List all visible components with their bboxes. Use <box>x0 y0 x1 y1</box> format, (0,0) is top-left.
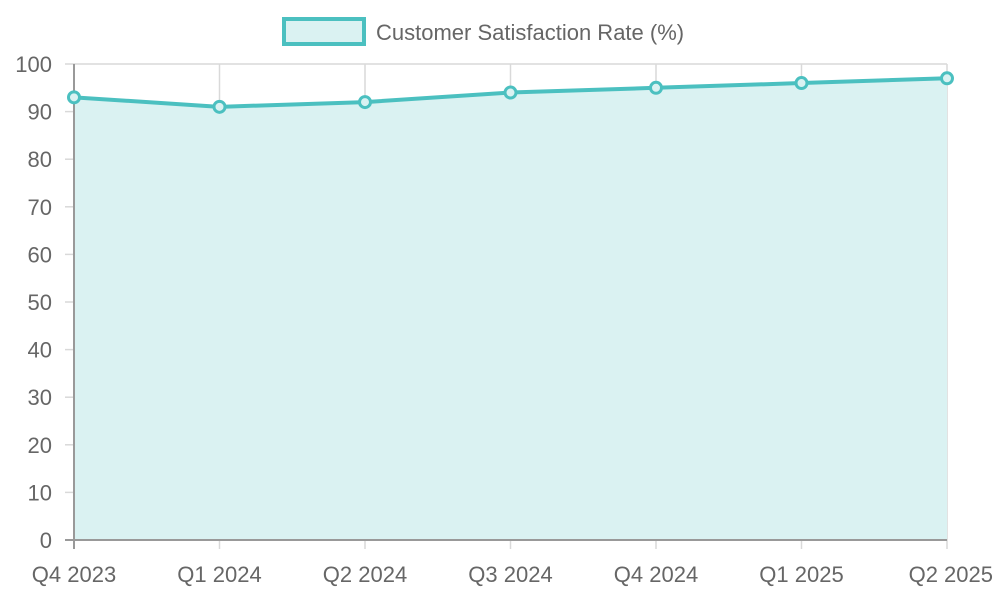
legend-label: Customer Satisfaction Rate (%) <box>376 20 684 45</box>
y-tick-label: 0 <box>40 528 52 553</box>
x-tick-label: Q1 2024 <box>177 562 261 587</box>
legend-swatch <box>282 17 366 46</box>
area-layer <box>74 78 947 540</box>
y-tick-label: 100 <box>15 52 52 77</box>
data-point[interactable] <box>503 85 518 100</box>
data-points <box>67 71 954 114</box>
x-tick-label: Q2 2025 <box>909 562 993 587</box>
y-tick-label: 10 <box>28 480 52 505</box>
data-point[interactable] <box>67 90 81 105</box>
legend[interactable]: Customer Satisfaction Rate (%) <box>282 17 684 46</box>
x-axis-ticks: Q4 2023 Q1 2024 Q2 2024 Q3 2024 Q4 2024 Q1 20… <box>32 562 993 587</box>
x-tick-label: Q2 2024 <box>323 562 407 587</box>
y-tick-label: 80 <box>28 147 52 172</box>
x-tick-label: Q4 2024 <box>614 562 698 587</box>
axes <box>65 64 947 549</box>
data-point[interactable] <box>358 95 372 110</box>
y-tick-label: 60 <box>28 242 52 267</box>
y-tick-label: 40 <box>28 338 52 363</box>
y-axis-ticks: 0 10 20 30 40 50 60 70 80 90 100 <box>15 52 52 553</box>
series-area-fill <box>74 78 947 540</box>
data-point[interactable] <box>940 71 954 86</box>
y-tick-label: 30 <box>28 385 52 410</box>
x-tick-label: Q4 2023 <box>32 562 116 587</box>
data-point[interactable] <box>649 80 663 95</box>
data-point[interactable] <box>794 76 809 91</box>
x-tick-label: Q1 2025 <box>759 562 843 587</box>
data-point[interactable] <box>212 99 227 114</box>
y-tick-label: 20 <box>28 433 52 458</box>
y-tick-label: 90 <box>28 100 52 125</box>
y-tick-label: 50 <box>28 290 52 315</box>
x-tick-label: Q3 2024 <box>468 562 552 587</box>
y-tick-label: 70 <box>28 195 52 220</box>
